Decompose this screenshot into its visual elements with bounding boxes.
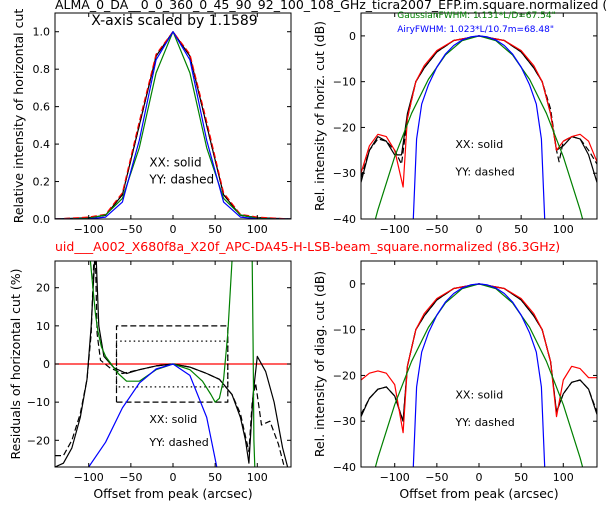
tick-layer: −100 −50 0 50 100 0.0 0.2 0.4 0.6 0.8 1.0 <box>33 13 291 236</box>
annotation-text: AiryFWHM: 1.023*L/10.7m=68.48" <box>397 25 554 35</box>
y-tick-label: 0.4 <box>33 138 51 151</box>
series-layer <box>55 31 291 219</box>
annotation-text: YY: dashed <box>148 172 214 186</box>
y-tick-label: −40 <box>333 461 356 474</box>
x-tick-label: 50 <box>514 223 528 236</box>
annotation-layer: XX: solid YY: dashed <box>148 413 208 449</box>
y-tick-label: −30 <box>333 167 356 180</box>
annotation-text: GaussianFWHM: 1.131*L/D=67.54" <box>397 11 555 21</box>
x-tick-label: −50 <box>119 471 142 484</box>
x-tick-label: 50 <box>208 223 222 236</box>
x-tick-label: 100 <box>247 223 268 236</box>
y-tick-label: −20 <box>333 369 356 382</box>
series-black-dotted-2 <box>115 340 229 388</box>
series-red-solid-2 <box>361 35 597 188</box>
y-axis-label: Rel. intensity of diag. cut (dB) <box>312 271 327 457</box>
series-red-solid-2 <box>361 283 597 434</box>
y-tick-label: −30 <box>333 415 356 428</box>
x-tick-label: 0 <box>170 223 177 236</box>
x-tick-label: −50 <box>425 471 448 484</box>
annotation-layer: GaussianFWHM: 1.131*L/D=67.54" AiryFWHM: … <box>397 11 555 178</box>
x-axis-label: Offset from peak (arcsec) <box>399 486 558 501</box>
series-black-dashed-1 <box>55 31 291 219</box>
series-red-dashed-2 <box>55 31 291 219</box>
y-tick-label: 0 <box>349 278 356 291</box>
x-tick-label: 50 <box>514 471 528 484</box>
plot-frame <box>54 12 292 220</box>
y-tick-label: 10 <box>36 320 50 333</box>
series-blue-solid-7 <box>88 363 218 467</box>
annotation-text: YY: dashed <box>454 166 514 179</box>
series-green-solid-5 <box>89 261 233 403</box>
annotation-text: XX: solid <box>149 413 197 426</box>
series-green-solid-6 <box>251 261 256 467</box>
series-blue-solid-4 <box>55 31 291 219</box>
x-tick-label: −50 <box>425 223 448 236</box>
annotation-text: XX: solid <box>149 156 201 170</box>
x-tick-label: 100 <box>553 223 574 236</box>
series-layer <box>55 261 291 467</box>
series-black-solid-0 <box>361 35 597 183</box>
y-tick-label: 0 <box>349 30 356 43</box>
panel-horizontal-cut-db: −100 −50 0 50 100−40−30−20−100 GaussianFWHM:… <box>312 11 598 236</box>
x-tick-label: −100 <box>74 471 104 484</box>
x-tick-label: 50 <box>208 471 222 484</box>
y-tick-label: −10 <box>333 324 356 337</box>
panel-horizontal-cut-linear: −100 −50 0 50 100 0.0 0.2 0.4 0.6 0.8 1.0 X-axis s… <box>11 9 292 236</box>
figure-top-title: ALMA_0_DA__0_0_360_0_45_90_92_100_108_GH… <box>55 0 607 12</box>
panel-diagonal-cut-db: −100 −50 0 50 100−40−30−20−100 XX: solidYY: … <box>312 260 598 501</box>
y-tick-label: −10 <box>333 76 356 89</box>
series-blue-solid-4 <box>412 35 546 219</box>
annotation-layer: XX: solid YY: dashed <box>454 388 514 428</box>
annotation-layer: X-axis scaled by 1.1589 XX: solid YY: dash… <box>91 13 257 186</box>
y-tick-label: 0.8 <box>33 63 51 76</box>
series-layer <box>361 35 597 219</box>
series-black-solid-3 <box>55 261 289 467</box>
annotation-text: XX: solid <box>455 388 503 401</box>
x-tick-label: 0 <box>170 471 177 484</box>
series-layer <box>361 283 597 467</box>
x-tick-label: 0 <box>476 223 483 236</box>
y-tick-label: 0 <box>43 358 50 371</box>
x-tick-label: 100 <box>553 471 574 484</box>
series-black-dashed-1 <box>115 325 229 403</box>
x-tick-label: 0 <box>476 471 483 484</box>
y-tick-label: 1.0 <box>33 26 51 39</box>
x-tick-label: −50 <box>119 223 142 236</box>
plot-frame <box>360 260 598 468</box>
x-tick-label: −100 <box>74 223 104 236</box>
annotation-text: XX: solid <box>455 138 503 151</box>
y-tick-label: −10 <box>27 396 50 409</box>
series-black-solid-0 <box>55 31 291 219</box>
y-tick-label: 0.2 <box>33 176 51 189</box>
series-green-solid-3 <box>55 31 291 219</box>
tick-layer: −100 −50 0 50 100−40−30−20−100 <box>333 261 597 484</box>
series-black-dashed-4 <box>55 261 285 467</box>
y-axis-label: Relative intensity of horizontal cut <box>11 9 26 224</box>
y-axis-label: Residuals of horizontal cut (%) <box>8 269 23 460</box>
annotation-text: YY: dashed <box>148 436 208 449</box>
series-blue-solid-4 <box>412 283 546 467</box>
y-tick-label: −20 <box>333 121 356 134</box>
x-tick-label: −100 <box>380 471 410 484</box>
figure-mid-title: uid___A002_X680f8a_X20f_APC-DA45-H-LSB-b… <box>55 239 560 254</box>
y-tick-label: 0.0 <box>33 213 51 226</box>
y-axis-label: Rel. intensity of horiz. cut (dB) <box>312 21 327 211</box>
y-tick-label: 0.6 <box>33 101 51 114</box>
annotation-text: YY: dashed <box>454 416 514 429</box>
x-axis-label: Offset from peak (arcsec) <box>93 486 252 501</box>
y-tick-label: −40 <box>333 213 356 226</box>
x-tick-label: −100 <box>380 223 410 236</box>
annotation-text: X-axis scaled by 1.1589 <box>91 13 257 29</box>
y-tick-label: 20 <box>36 282 50 295</box>
plot-frame <box>360 12 598 220</box>
y-tick-label: −20 <box>27 434 50 447</box>
tick-layer: −100 −50 0 50 100−40−30−20−100 <box>333 13 597 236</box>
x-tick-label: 100 <box>247 471 268 484</box>
